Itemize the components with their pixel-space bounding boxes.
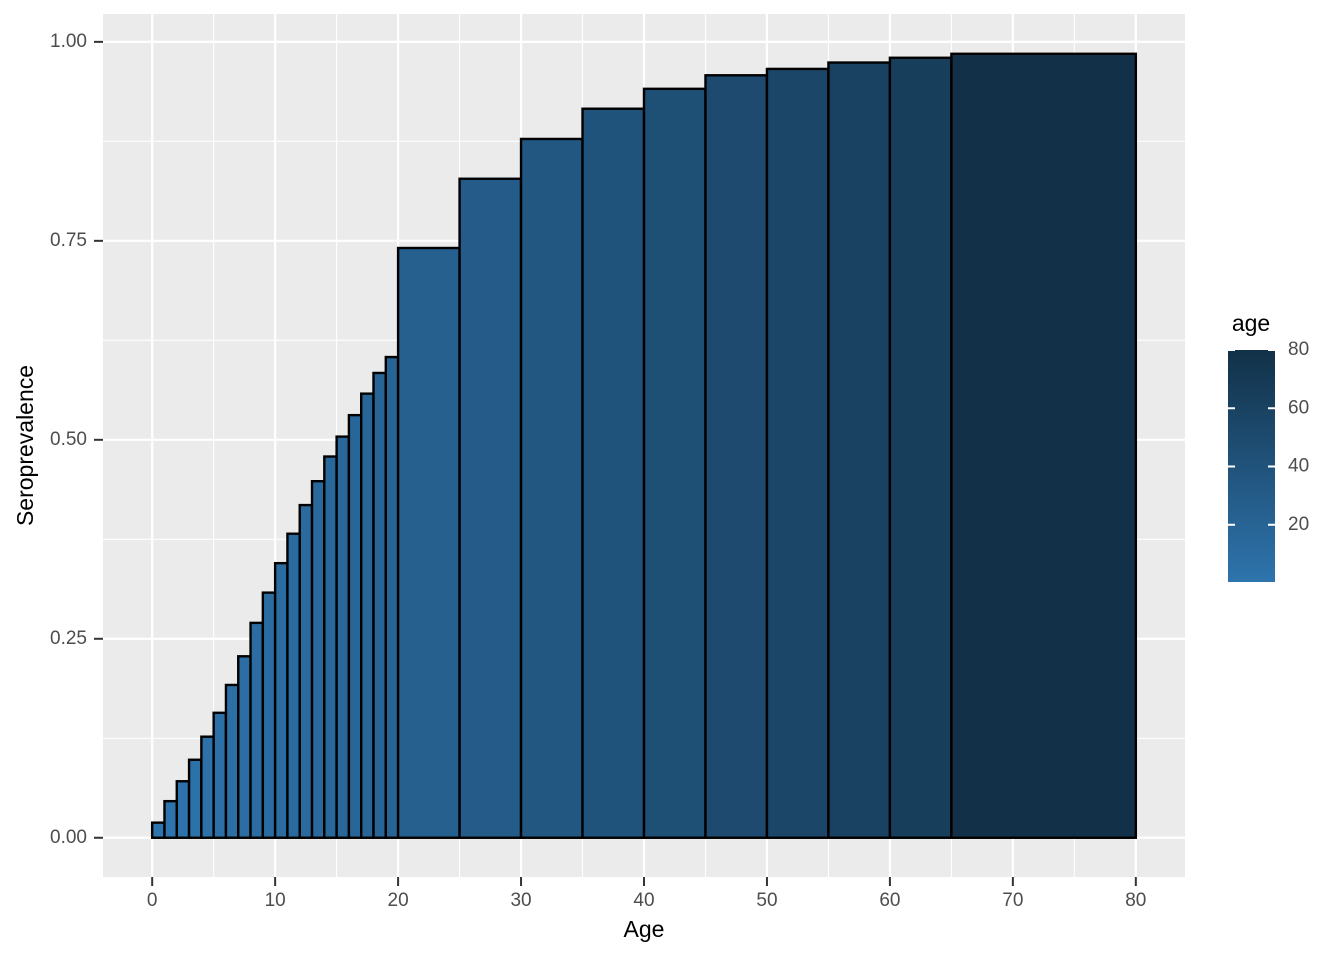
bar	[323, 455, 338, 839]
legend-tick-label: 60	[1288, 397, 1309, 418]
bar	[384, 355, 400, 839]
x-tick-label: 50	[756, 890, 777, 911]
bar	[704, 74, 769, 839]
bar	[163, 799, 178, 839]
x-tick-label: 10	[265, 890, 286, 911]
legend-colorbar	[1228, 350, 1275, 582]
bar	[150, 821, 166, 839]
x-tick-label: 0	[147, 890, 158, 911]
bar	[458, 177, 523, 839]
bar	[581, 107, 646, 839]
bar	[519, 137, 584, 839]
bar	[298, 503, 314, 839]
bar	[200, 735, 215, 839]
y-tick-label: 0.50	[50, 429, 87, 450]
bar	[765, 67, 830, 839]
x-tick-label: 20	[388, 890, 409, 911]
bar	[249, 621, 265, 839]
legend-tick-label: 40	[1288, 456, 1309, 477]
bar	[888, 56, 953, 839]
y-tick-label: 1.00	[50, 31, 87, 52]
y-tick-label: 0.00	[50, 827, 87, 848]
x-tick-label: 70	[1002, 890, 1023, 911]
bar	[335, 435, 351, 839]
bar	[827, 61, 892, 839]
bar	[360, 392, 375, 839]
bar	[286, 532, 301, 839]
bar	[187, 758, 203, 839]
x-tick-label: 60	[879, 890, 900, 911]
y-tick-label: 0.75	[50, 230, 87, 251]
bar	[950, 52, 1138, 839]
bar	[310, 479, 326, 839]
legend-title: age	[1232, 310, 1270, 336]
x-tick-label: 30	[510, 890, 531, 911]
bar	[347, 413, 363, 839]
legend-tick-label: 20	[1288, 514, 1309, 535]
x-tick-label: 40	[633, 890, 654, 911]
y-axis-title: Seroprevalence	[12, 365, 38, 526]
bar	[237, 655, 252, 839]
bar	[212, 711, 228, 839]
x-axis-title: Age	[624, 916, 665, 942]
bar	[372, 371, 387, 839]
y-tick-label: 0.25	[50, 628, 87, 649]
bar	[642, 87, 707, 839]
bar	[175, 780, 191, 839]
bar	[396, 246, 461, 839]
bar	[261, 591, 277, 839]
bar	[273, 561, 289, 839]
bar	[224, 683, 240, 839]
legend-tick-label: 80	[1288, 339, 1309, 360]
x-tick-label: 80	[1125, 890, 1146, 911]
